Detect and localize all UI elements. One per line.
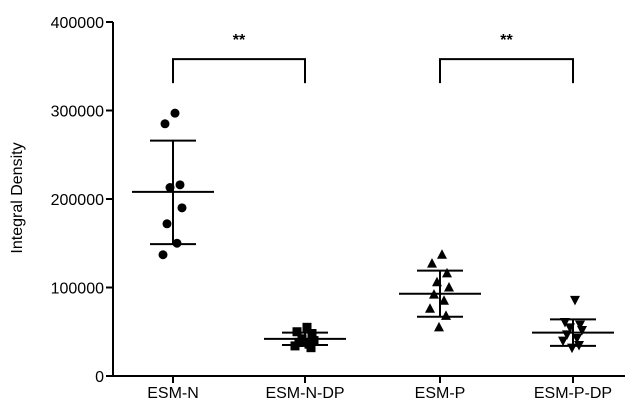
data-point bbox=[302, 322, 312, 332]
y-axis: 0 100000 200000 300000 400000 bbox=[51, 15, 114, 386]
data-point bbox=[158, 250, 168, 260]
data-point bbox=[170, 108, 180, 118]
data-point bbox=[427, 258, 437, 268]
x-axis: ESM-N ESM-N-DP ESM-P ESM-P-DP bbox=[113, 375, 625, 402]
data-point bbox=[577, 325, 587, 336]
data-point bbox=[162, 219, 172, 229]
data-point bbox=[177, 203, 187, 213]
data-point bbox=[434, 321, 444, 332]
data-point bbox=[575, 320, 585, 331]
x-tick-label: ESM-N-DP bbox=[265, 385, 344, 402]
data-point bbox=[444, 282, 454, 292]
significance-label: ** bbox=[500, 32, 513, 49]
significance-brackets: ** ** bbox=[172, 32, 574, 84]
data-point bbox=[306, 343, 316, 353]
data-point bbox=[160, 119, 170, 129]
x-tick-label: ESM-P bbox=[415, 385, 466, 402]
significance-bracket bbox=[172, 58, 306, 84]
y-tick-label: 300000 bbox=[51, 104, 104, 121]
data-point bbox=[441, 310, 451, 320]
data-points bbox=[158, 108, 587, 354]
data-point bbox=[558, 336, 568, 347]
y-tick-label: 400000 bbox=[51, 15, 104, 32]
y-axis-title: Integral Density bbox=[9, 142, 26, 253]
data-point bbox=[309, 336, 319, 346]
significance-bracket bbox=[439, 58, 574, 84]
data-point bbox=[437, 249, 447, 259]
data-point bbox=[572, 333, 582, 344]
y-tick-label: 100000 bbox=[51, 281, 104, 298]
y-tick-label: 200000 bbox=[51, 192, 104, 209]
data-point bbox=[560, 318, 570, 328]
data-point bbox=[425, 303, 435, 313]
mean-sd-bars bbox=[132, 139, 614, 347]
significance-label: ** bbox=[233, 32, 246, 49]
data-point bbox=[175, 180, 185, 190]
x-tick-label: ESM-P-DP bbox=[534, 385, 612, 402]
x-tick-label: ESM-N bbox=[147, 385, 199, 402]
data-point bbox=[570, 295, 580, 306]
data-point bbox=[439, 295, 449, 305]
y-tick-label: 0 bbox=[95, 369, 104, 386]
data-point bbox=[442, 267, 452, 278]
